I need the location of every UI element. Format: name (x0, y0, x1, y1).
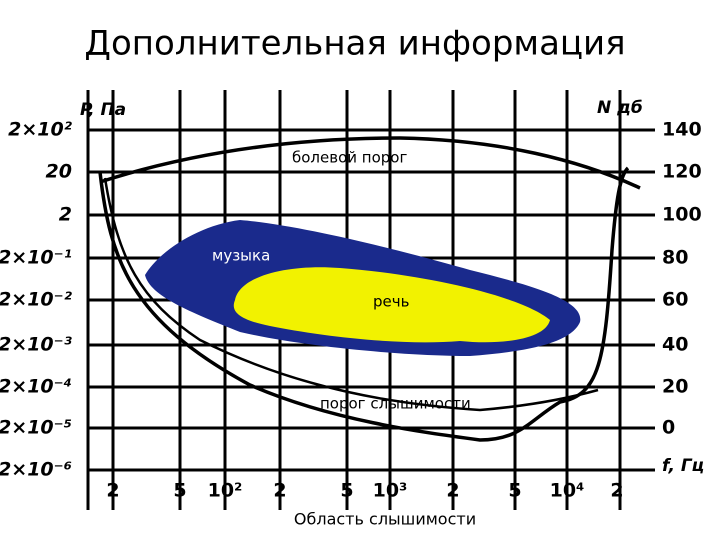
outer-curve (103, 177, 599, 412)
slide-title: Дополнительная информация (84, 24, 625, 64)
bottom-label: 10⁴ (550, 480, 585, 502)
speech-region (233, 267, 551, 343)
left-label: 2×10² (8, 119, 73, 141)
left-label: 2×10⁻⁶ (0, 459, 72, 481)
bottom-label: 2 (273, 480, 286, 502)
bottom-label: 2 (106, 480, 119, 502)
right-label: 140 (662, 119, 702, 141)
pain-label: болевой порог (292, 149, 407, 167)
bottom-label: 10² (208, 480, 243, 502)
left-label: 2×10⁻⁵ (0, 417, 72, 439)
left-label: 2×10⁻² (0, 289, 73, 311)
right-label: 120 (662, 161, 702, 183)
bottom-label: 2 (446, 480, 459, 502)
bottom-label: 5 (340, 480, 353, 502)
right-label: 80 (662, 247, 688, 269)
left-label: 2 (59, 204, 72, 226)
left-label: 2×10⁻¹ (0, 247, 72, 269)
right-label: 40 (662, 334, 688, 356)
right-label: 20 (662, 376, 688, 398)
bottom-label: 5 (508, 480, 521, 502)
bottom-label: 2 (610, 480, 623, 502)
bottom-caption: Область слышимости (294, 510, 476, 529)
left-label: 2×10⁻³ (0, 334, 73, 356)
bottom-label: 10³ (373, 480, 408, 502)
right-label: 0 (662, 417, 675, 439)
pain-threshold (99, 136, 641, 190)
hearing-threshold (98, 166, 630, 442)
axis-labels: 2×10²2022×10⁻¹2×10⁻²2×10⁻³2×10⁻⁴2×10⁻⁵2×… (0, 119, 702, 502)
left-label: 20 (46, 161, 72, 183)
bottom-axis-title: f, Гц (662, 456, 704, 476)
right-axis-title: N дб (597, 98, 643, 118)
right-label: 100 (662, 204, 702, 226)
music-label: музыка (212, 247, 270, 265)
bottom-label: 5 (173, 480, 186, 502)
speech-label: речь (373, 293, 409, 311)
left-label: 2×10⁻⁴ (0, 376, 72, 398)
left-axis-title: P, Па (80, 100, 126, 120)
hearing-label: порог слышимости (320, 395, 471, 413)
right-label: 60 (662, 289, 688, 311)
